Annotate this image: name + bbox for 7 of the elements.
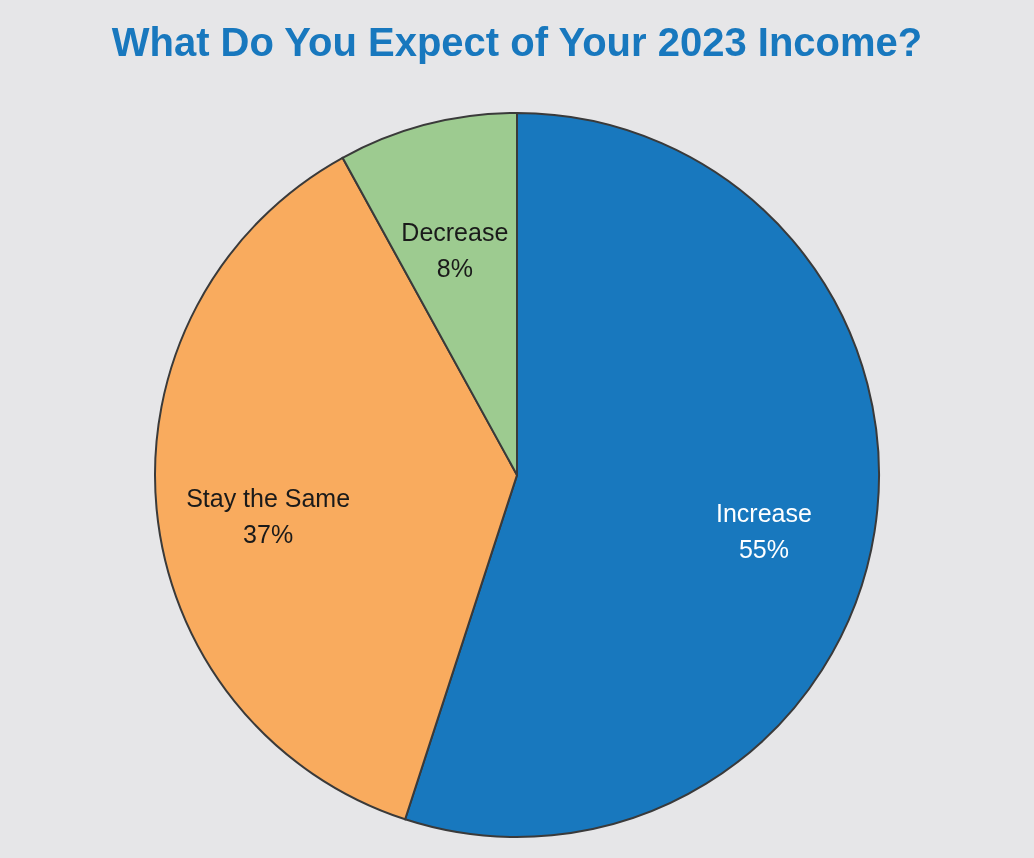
slice-label: Decrease — [401, 217, 509, 246]
slice-label: Increase — [715, 499, 812, 528]
data-label: 37% — [243, 519, 294, 548]
data-label: 55% — [738, 535, 789, 564]
chart-title: What Do You Expect of Your 2023 Income? — [111, 20, 923, 64]
slice-label: Stay the Same — [186, 483, 351, 512]
data-label: 8% — [436, 253, 473, 282]
